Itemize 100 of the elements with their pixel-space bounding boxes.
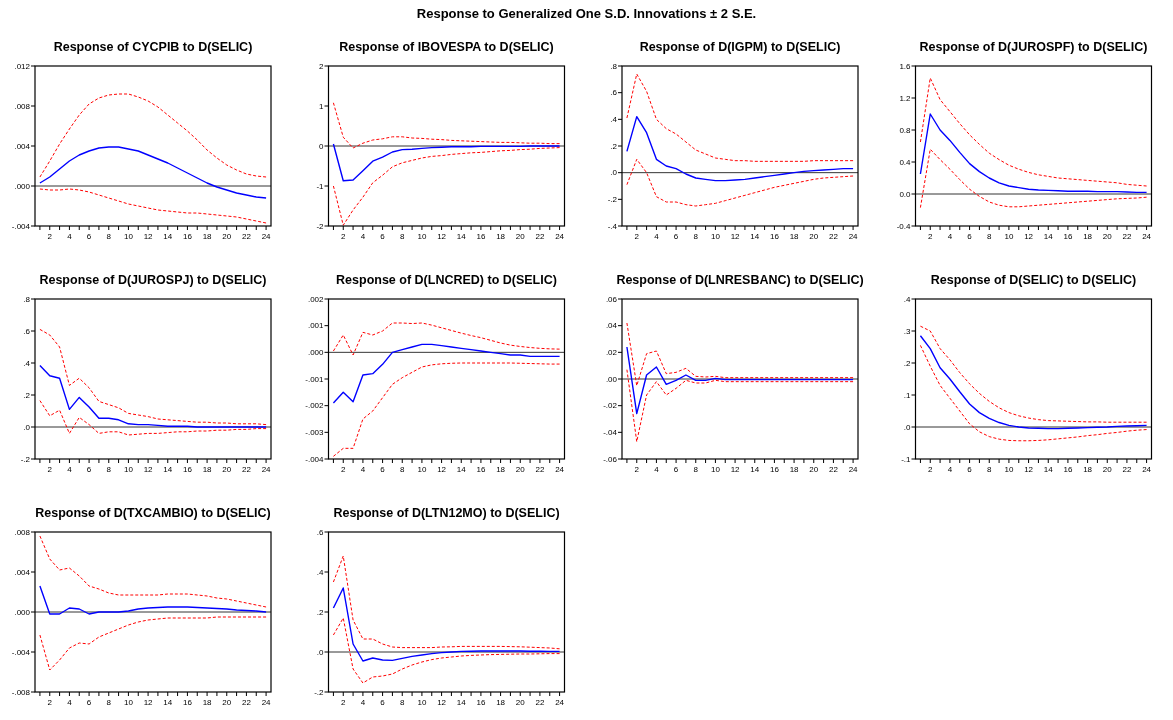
x-tick-label: 2 (634, 232, 640, 241)
x-tick-label: 4 (654, 465, 660, 474)
y-tick-label: .2 (23, 390, 31, 400)
x-tick-label: 10 (1004, 465, 1014, 474)
x-tick-label: 14 (1043, 465, 1054, 474)
x-tick-label: 22 (535, 698, 545, 707)
y-tick-label: -0.4 (896, 221, 912, 231)
y-tick-label: .8 (610, 61, 618, 71)
x-tick-label: 22 (241, 698, 252, 707)
x-tick-label: 16 (182, 232, 193, 241)
text: Response to Generalized One S.D. Innovations ± 2 S.E. (416, 6, 757, 21)
y-tick-label: .6 (610, 88, 618, 98)
x-tick-label: 12 (143, 698, 154, 707)
x-tick-label: 20 (515, 232, 526, 241)
x-tick-label: 14 (456, 465, 467, 474)
x-tick-label: 8 (693, 465, 699, 474)
x-tick-label: 20 (515, 698, 526, 707)
x-tick-label: 22 (241, 232, 252, 241)
x-tick-label: 20 (1102, 232, 1113, 241)
x-tick-label: 16 (476, 232, 486, 241)
x-tick-label: 2 (341, 698, 347, 707)
x-tick-label: 4 (67, 465, 73, 474)
x-tick-label: 14 (163, 232, 173, 241)
x-tick-label: 22 (241, 465, 252, 474)
x-tick-label: 2 (341, 465, 347, 474)
y-tick-label: .4 (610, 115, 618, 125)
y-tick-label: .004 (14, 141, 31, 151)
y-tick-label: -.004 (305, 454, 325, 464)
x-tick-label: 6 (380, 465, 386, 474)
x-tick-label: 14 (456, 232, 467, 241)
x-tick-label: 20 (222, 698, 232, 707)
y-tick-label: .06 (605, 294, 618, 304)
y-tick-label: -.002 (305, 401, 325, 411)
chart-title: Response of D(IGPM) to D(SELIC) (639, 40, 841, 54)
x-tick-label: 18 (1083, 232, 1093, 241)
x-tick-label: 20 (222, 465, 232, 474)
x-tick-label: 24 (555, 465, 565, 474)
y-tick-label: .4 (316, 567, 325, 577)
x-tick-label: 22 (1122, 232, 1132, 241)
x-tick-label: 6 (380, 698, 386, 707)
x-tick-label: 4 (360, 698, 366, 707)
x-tick-label: 18 (202, 698, 213, 707)
x-tick-label: 22 (828, 232, 839, 241)
x-tick-label: 16 (769, 232, 780, 241)
x-tick-label: 8 (693, 232, 699, 241)
y-tick-label: .8 (23, 294, 31, 304)
x-tick-label: 22 (535, 232, 545, 241)
x-tick-label: 24 (261, 232, 272, 241)
y-tick-label: -.001 (305, 374, 325, 384)
x-tick-label: 20 (1102, 465, 1113, 474)
x-tick-label: 6 (380, 232, 386, 241)
x-tick-label: 2 (47, 465, 53, 474)
x-tick-label: 8 (106, 232, 112, 241)
x-tick-label: 12 (730, 465, 741, 474)
x-tick-label: 10 (123, 465, 134, 474)
y-tick-label: .4 (23, 358, 31, 368)
x-tick-label: 24 (261, 465, 272, 474)
x-tick-label: 24 (555, 232, 565, 241)
y-tick-label: .3 (903, 326, 912, 336)
y-tick-label: .1 (903, 390, 912, 400)
x-tick-label: 24 (1142, 465, 1152, 474)
x-tick-label: 12 (437, 698, 447, 707)
x-tick-label: 22 (535, 465, 545, 474)
y-tick-label: .2 (610, 141, 618, 151)
y-tick-label: -.4 (607, 221, 618, 231)
y-tick-label: .000 (14, 607, 31, 617)
x-tick-label: 24 (1142, 232, 1152, 241)
x-tick-label: 22 (828, 465, 839, 474)
x-tick-label: 4 (947, 232, 953, 241)
x-tick-label: 2 (341, 232, 347, 241)
x-tick-label: 12 (1024, 232, 1034, 241)
chart-title: Response of D(SELIC) to D(SELIC) (930, 273, 1137, 287)
x-tick-label: 8 (987, 232, 993, 241)
x-tick-label: 24 (848, 465, 859, 474)
chart-title: Response of D(JUROSPF) to D(SELIC) (919, 40, 1148, 54)
x-tick-label: 10 (710, 232, 721, 241)
x-tick-label: 20 (809, 232, 819, 241)
y-tick-label: .002 (307, 294, 325, 304)
chart-title: Response of IBOVESPA to D(SELIC) (339, 40, 554, 54)
y-tick-label: -.04 (603, 428, 618, 438)
x-tick-label: 8 (400, 698, 406, 707)
x-tick-label: 4 (654, 232, 660, 241)
x-tick-label: 16 (182, 698, 193, 707)
x-tick-label: 16 (182, 465, 193, 474)
y-tick-label: .6 (23, 326, 31, 336)
x-tick-label: 18 (496, 232, 506, 241)
x-tick-label: 4 (67, 232, 73, 241)
x-tick-label: 4 (947, 465, 953, 474)
x-tick-label: 8 (400, 465, 406, 474)
y-tick-label: -.1 (901, 454, 912, 464)
x-tick-label: 24 (261, 698, 272, 707)
y-tick-label: 0.8 (899, 125, 912, 135)
x-tick-label: 2 (928, 232, 934, 241)
chart-title: Response of D(LTN12MO) to D(SELIC) (333, 506, 560, 520)
x-tick-label: 10 (417, 465, 427, 474)
x-tick-label: 10 (417, 698, 427, 707)
y-tick-label: .000 (307, 348, 325, 358)
y-tick-label: .2 (903, 358, 912, 368)
y-tick-label: .4 (903, 294, 912, 304)
y-tick-label: .001 (307, 321, 325, 331)
